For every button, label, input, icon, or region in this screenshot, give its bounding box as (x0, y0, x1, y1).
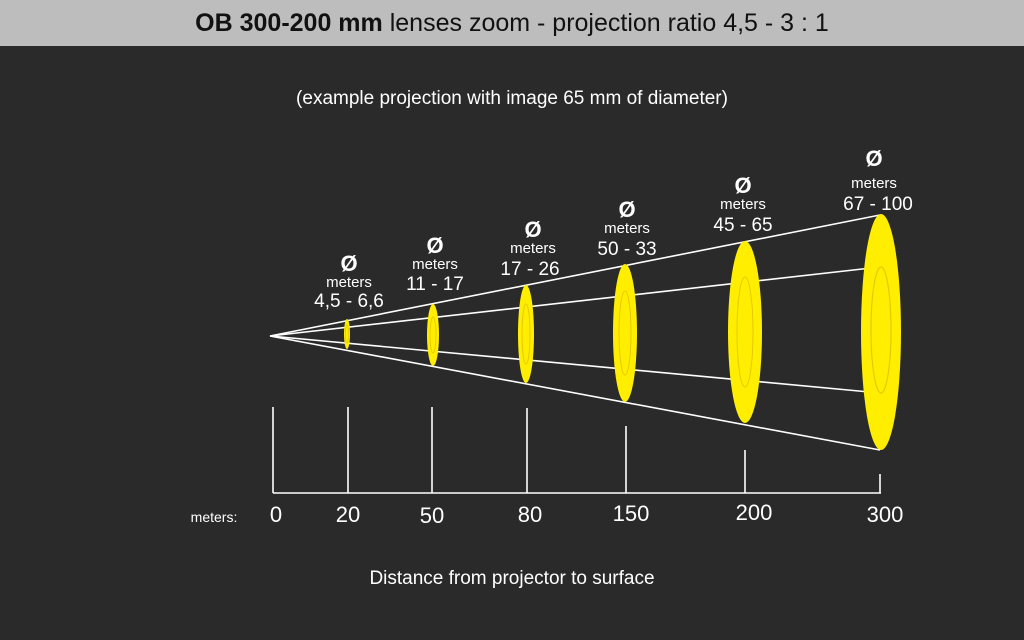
diameter-unit: meters (326, 274, 372, 291)
spot-20 (344, 319, 350, 349)
cone-inner-top (269, 266, 881, 337)
tick-label: 50 (420, 503, 444, 528)
axis-unit-label: meters: (191, 509, 238, 525)
diameter-symbol: Ø (618, 197, 635, 222)
diameter-unit: meters (851, 175, 897, 192)
spot-300 (861, 214, 901, 450)
axis-labels: meters: 0 20 50 80 150 200 300 (191, 500, 904, 528)
diameter-range: 67 - 100 (843, 194, 913, 215)
diameter-labels: Ø meters 4,5 - 6,6 Ø meters 11 - 17 Ø me… (314, 146, 913, 312)
cone-outer-top (269, 214, 881, 337)
diameter-range: 11 - 17 (406, 274, 464, 295)
cone-inner-bottom (269, 335, 881, 394)
title-bar: OB 300-200 mm lenses zoom - projection r… (0, 0, 1024, 46)
tick-label: 200 (736, 500, 773, 525)
cone-outer-bottom (269, 335, 881, 451)
diameter-range: 50 - 33 (597, 239, 656, 260)
tick-label: 80 (518, 502, 542, 527)
tick-label: 300 (867, 502, 904, 527)
spot-80 (518, 285, 534, 383)
diameter-label-20: Ø meters 4,5 - 6,6 (314, 251, 384, 312)
distance-axis (272, 407, 881, 494)
diameter-unit: meters (720, 196, 766, 213)
tick-label: 0 (270, 502, 282, 527)
diameter-label-150: Ø meters 50 - 33 (597, 197, 656, 260)
diameter-label-80: Ø meters 17 - 26 (500, 217, 559, 280)
diameter-range: 45 - 65 (713, 215, 772, 236)
diameter-symbol: Ø (865, 146, 882, 171)
title-rest: lenses zoom - projection ratio 4,5 - 3 :… (382, 9, 829, 37)
tick-label: 150 (613, 501, 650, 526)
diameter-symbol: Ø (734, 173, 751, 198)
diameter-range: 17 - 26 (500, 259, 559, 280)
subtitle: (example projection with image 65 mm of … (296, 88, 728, 109)
diameter-symbol: Ø (524, 217, 541, 242)
diameter-unit: meters (510, 240, 556, 257)
title-bold: OB 300-200 mm (195, 9, 383, 37)
diameter-label-200: Ø meters 45 - 65 (713, 173, 772, 236)
diameter-range: 4,5 - 6,6 (314, 291, 384, 312)
projection-spots (344, 214, 901, 450)
diameter-label-300: Ø meters 67 - 100 (843, 146, 913, 215)
diameter-unit: meters (412, 256, 458, 273)
spot-50 (427, 304, 439, 366)
projection-cone (269, 214, 881, 451)
diameter-symbol: Ø (340, 251, 357, 276)
diameter-symbol: Ø (426, 233, 443, 258)
axis-caption: Distance from projector to surface (369, 568, 655, 589)
diameter-label-50: Ø meters 11 - 17 (406, 233, 464, 295)
spot-200 (728, 241, 762, 423)
spot-150 (613, 264, 637, 402)
diameter-unit: meters (604, 220, 650, 237)
tick-label: 20 (336, 502, 360, 527)
